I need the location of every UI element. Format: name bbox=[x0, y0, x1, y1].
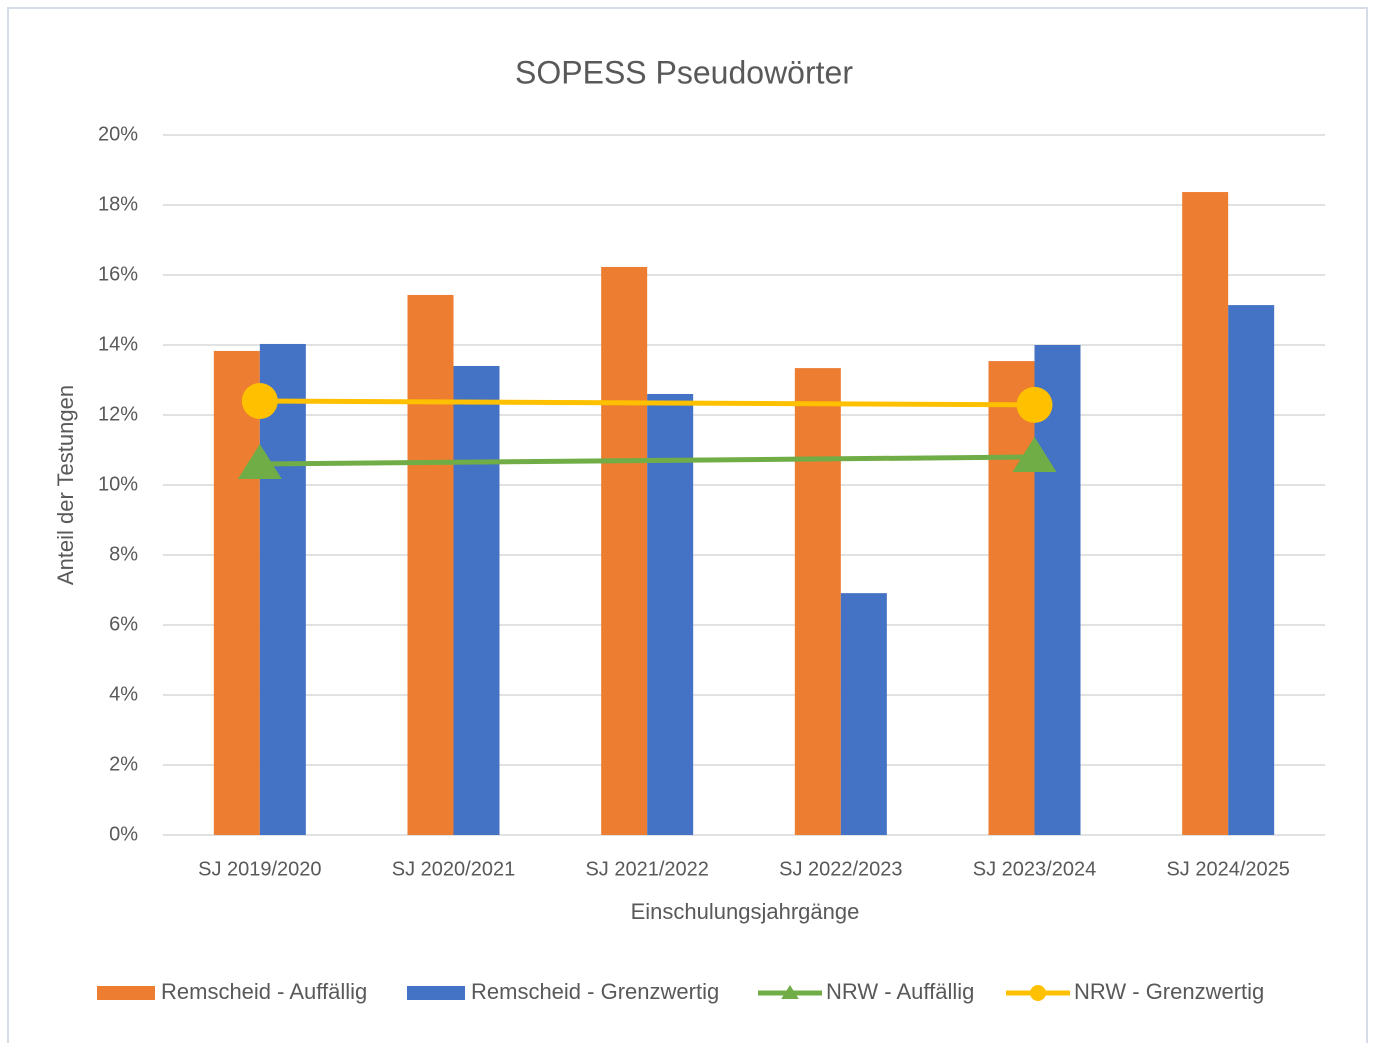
bar bbox=[601, 266, 648, 835]
y-axis-label: Anteil der Testungen bbox=[53, 385, 78, 585]
bar bbox=[1228, 305, 1275, 836]
line bbox=[259, 398, 1035, 408]
legend-swatch bbox=[97, 986, 155, 1000]
bar bbox=[794, 368, 841, 835]
x-axis-label: Einschulungsjahrgänge bbox=[631, 899, 860, 924]
bar bbox=[1034, 345, 1081, 835]
y-tick-label: 2% bbox=[109, 753, 138, 775]
bar bbox=[988, 361, 1035, 835]
bar bbox=[453, 366, 500, 835]
y-tick-label: 10% bbox=[98, 473, 138, 495]
x-tick-label: SJ 2024/2025 bbox=[1166, 858, 1289, 880]
y-tick-label: 0% bbox=[109, 823, 138, 845]
chart-title: SOPESS Pseudowörter bbox=[515, 54, 853, 90]
x-tick-label: SJ 2020/2021 bbox=[392, 858, 515, 880]
legend-label: Remscheid - Auffällig bbox=[161, 979, 367, 1004]
y-tick-label: 8% bbox=[109, 543, 138, 565]
x-tick-label: SJ 2019/2020 bbox=[198, 858, 321, 880]
legend-swatch bbox=[407, 986, 465, 1000]
x-tick-label: SJ 2021/2022 bbox=[585, 858, 708, 880]
legend-label: Remscheid - Grenzwertig bbox=[471, 979, 719, 1004]
y-tick-label: 14% bbox=[98, 333, 138, 355]
bar bbox=[259, 343, 306, 835]
legend-label: NRW - Auffällig bbox=[826, 979, 974, 1004]
bar bbox=[647, 394, 694, 835]
line-marker bbox=[237, 444, 282, 479]
y-tick-label: 16% bbox=[98, 263, 138, 285]
bar bbox=[407, 294, 454, 835]
x-tick-label: SJ 2022/2023 bbox=[779, 858, 902, 880]
bar bbox=[840, 593, 887, 835]
legend-label: NRW - Grenzwertig bbox=[1074, 979, 1264, 1004]
line-marker bbox=[1012, 437, 1057, 472]
legend-marker bbox=[1030, 985, 1046, 1001]
y-tick-label: 6% bbox=[109, 613, 138, 635]
legend-marker bbox=[781, 985, 799, 999]
line-marker bbox=[1016, 386, 1053, 423]
y-tick-label: 20% bbox=[98, 123, 138, 145]
bar bbox=[1182, 192, 1229, 836]
line bbox=[259, 454, 1035, 467]
x-tick-label: SJ 2023/2024 bbox=[973, 858, 1096, 880]
bar bbox=[213, 350, 260, 835]
y-tick-label: 4% bbox=[109, 683, 138, 705]
y-tick-label: 12% bbox=[98, 403, 138, 425]
line-marker bbox=[241, 383, 278, 419]
y-tick-label: 18% bbox=[98, 193, 138, 215]
